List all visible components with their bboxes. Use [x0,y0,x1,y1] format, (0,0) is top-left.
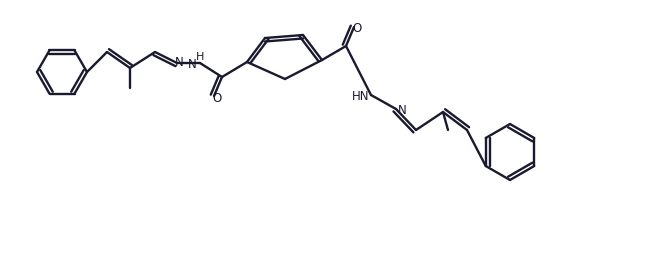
Text: N: N [174,57,184,69]
Text: N: N [398,104,407,116]
Text: HN: HN [352,89,369,103]
Text: N: N [188,58,197,70]
Text: O: O [212,91,221,105]
Text: O: O [352,23,361,35]
Text: H: H [196,52,204,62]
